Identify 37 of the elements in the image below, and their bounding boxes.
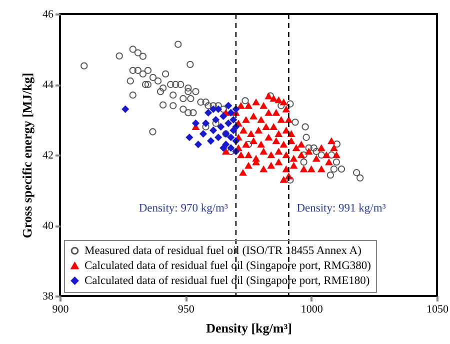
y-tick-label: 42 xyxy=(42,150,54,162)
point xyxy=(194,140,202,148)
y-tick-label: 38 xyxy=(42,290,54,302)
point xyxy=(227,144,234,152)
point xyxy=(202,120,210,127)
x-tick-label: 900 xyxy=(52,304,70,316)
point xyxy=(224,120,232,127)
legend-label: Measured data of residual fuel oil (ISO/TR 18455 Annex A) xyxy=(84,244,362,257)
x-tick-label: 1000 xyxy=(300,304,324,316)
y-axis-title: Gross specific energy [MJ/kg] xyxy=(20,72,34,238)
point xyxy=(210,106,217,113)
point xyxy=(214,134,222,141)
point xyxy=(186,134,194,141)
legend-label: Calculated data of residual fuel oil (Singapore port, RME180) xyxy=(84,274,370,287)
ref-line-label: Density: 970 kg/m³ xyxy=(138,202,228,215)
point xyxy=(227,109,234,116)
point xyxy=(220,144,227,152)
point xyxy=(122,106,129,113)
point xyxy=(217,123,224,130)
point xyxy=(220,112,227,120)
point xyxy=(227,134,234,141)
y-tick-label: 44 xyxy=(42,79,54,91)
point xyxy=(192,120,200,127)
point xyxy=(214,106,222,113)
x-axis-title: Density [kg/m³] xyxy=(206,320,292,336)
x-tick-label: 950 xyxy=(178,304,195,316)
point xyxy=(204,109,212,116)
y-tick-label: 40 xyxy=(42,220,54,232)
y-tick-label: 46 xyxy=(42,8,54,20)
x-tick-label: 1050 xyxy=(426,304,449,316)
point xyxy=(230,116,237,124)
point xyxy=(224,102,232,110)
point xyxy=(212,116,220,124)
point xyxy=(207,137,214,144)
point xyxy=(210,126,217,134)
ref-line-label: Density: 991 kg/m³ xyxy=(296,202,386,215)
point xyxy=(200,130,207,138)
